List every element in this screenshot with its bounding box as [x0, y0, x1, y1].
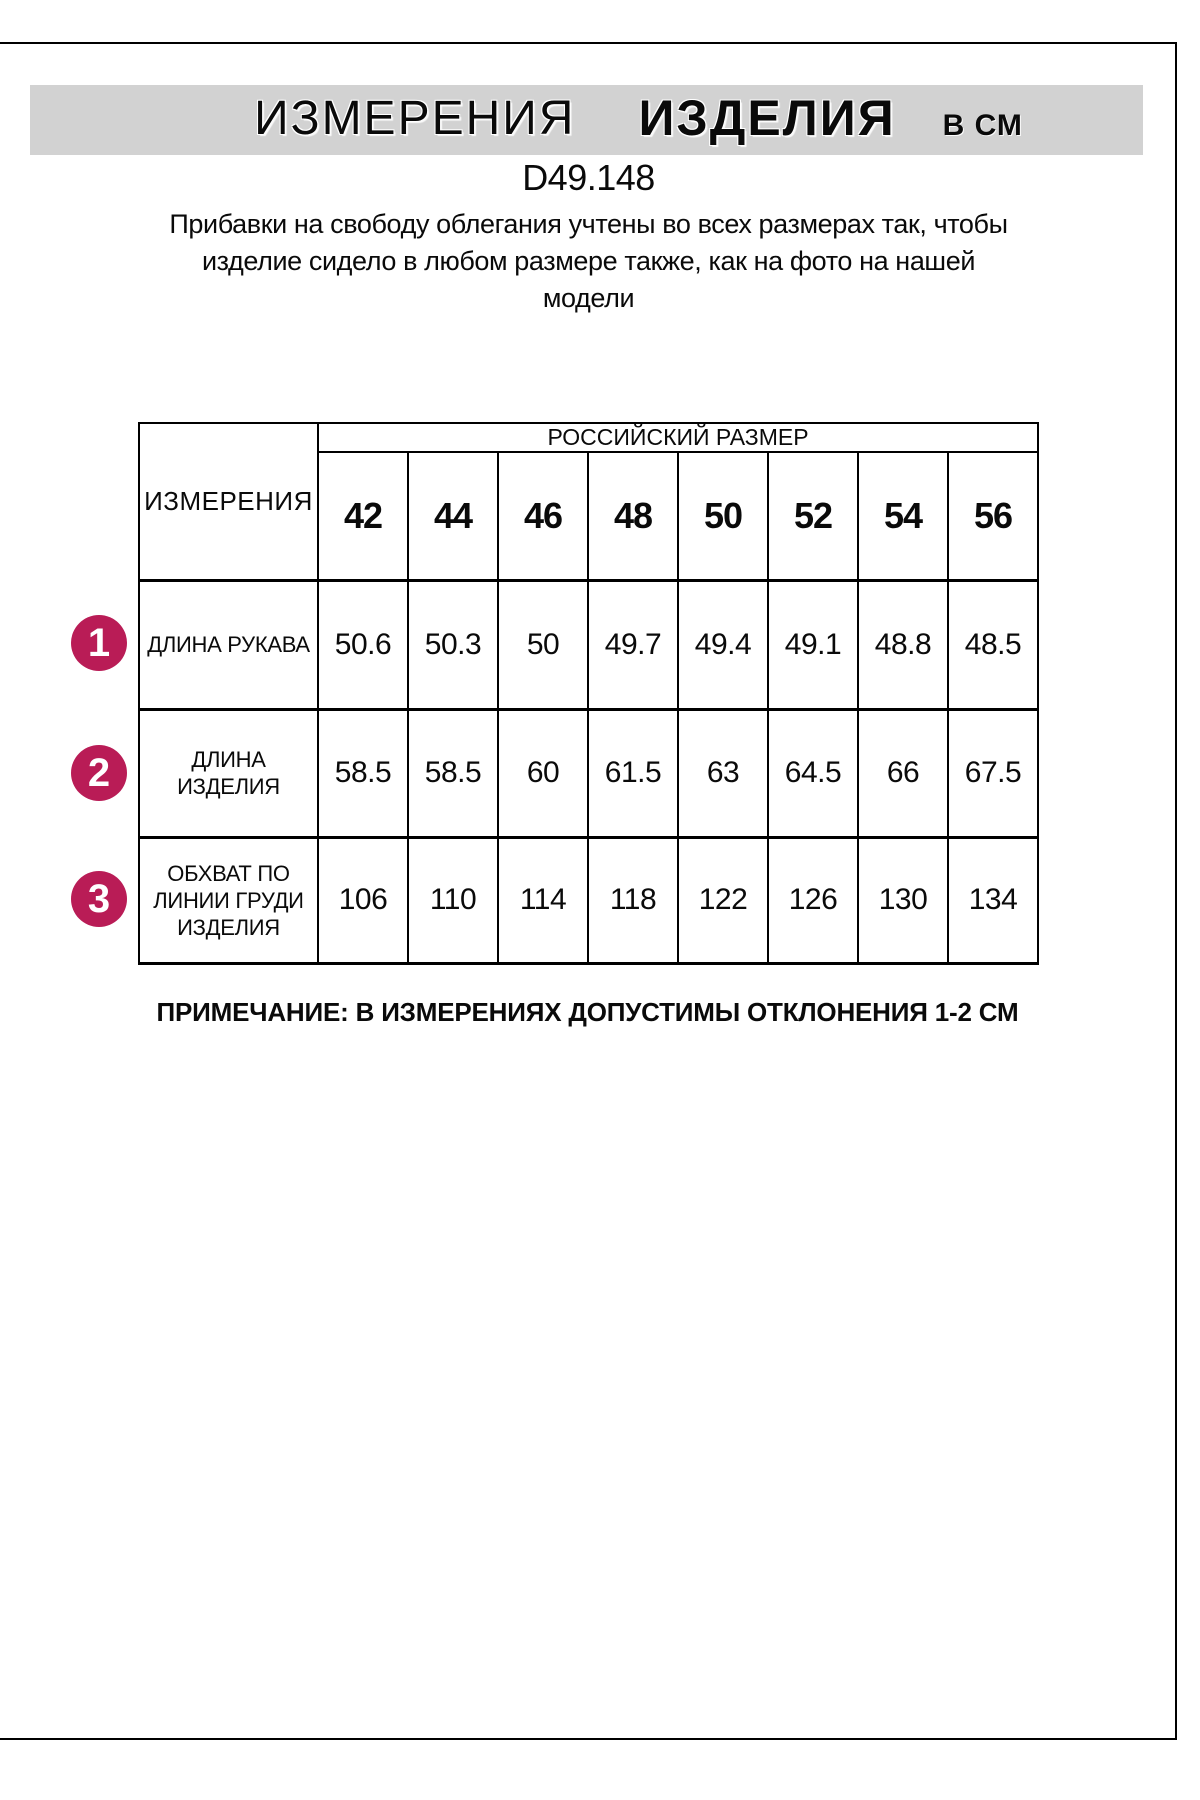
- table-row-sleeve-length: ДЛИНА РУКАВА 50.6 50.3 50 49.7 49.4 49.1…: [138, 580, 1039, 711]
- size-col-50: 50: [677, 452, 769, 582]
- cell-value: 48.8: [857, 580, 949, 711]
- cell-value: 66: [857, 709, 949, 839]
- size-header-row: 42 44 46 48 50 52 54 56: [139, 452, 1039, 582]
- cell-value: 122: [677, 837, 769, 963]
- row-label-line: ДЛИНА РУКАВА: [147, 632, 310, 657]
- size-col-48: 48: [587, 452, 679, 582]
- row-label-chest-girth: ОБХВАТ ПО ЛИНИИ ГРУДИ ИЗДЕЛИЯ: [138, 837, 319, 963]
- size-col-44: 44: [407, 452, 499, 582]
- cell-value: 50.6: [317, 580, 409, 711]
- row-marker-1: 1: [71, 615, 127, 671]
- page-border-frame: [0, 42, 1177, 1740]
- cell-value: 110: [407, 837, 499, 963]
- fit-description: Прибавки на свободу облегания учтены во …: [0, 206, 1177, 317]
- row-marker-2: 2: [71, 745, 127, 801]
- fit-description-line-1: Прибавки на свободу облегания учтены во …: [169, 209, 1008, 239]
- fit-description-line-3: модели: [542, 283, 635, 313]
- size-col-54: 54: [857, 452, 949, 582]
- cell-value: 58.5: [317, 709, 409, 839]
- row-label-line: ДЛИНА: [191, 747, 266, 772]
- cell-value: 114: [497, 837, 589, 963]
- cell-value: 61.5: [587, 709, 679, 839]
- cell-value: 118: [587, 837, 679, 963]
- row-label-line: ЛИНИИ ГРУДИ: [153, 887, 304, 913]
- row-label-sleeve-length: ДЛИНА РУКАВА: [138, 580, 319, 711]
- row-label-line: ОБХВАТ ПО: [167, 860, 290, 886]
- cell-value: 67.5: [947, 709, 1039, 839]
- row-label-line: ИЗДЕЛИЯ: [177, 914, 280, 940]
- banner-unit-label: В СМ: [942, 109, 1023, 142]
- row-label-item-length: ДЛИНА ИЗДЕЛИЯ: [138, 709, 319, 839]
- table-row-item-length: ДЛИНА ИЗДЕЛИЯ 58.5 58.5 60 61.5 63 64.5 …: [138, 709, 1039, 839]
- banner-title-product: ИЗДЕЛИЯ: [638, 90, 896, 146]
- size-col-46: 46: [497, 452, 589, 582]
- cell-value: 60: [497, 709, 589, 839]
- row-marker-3: 3: [71, 871, 127, 927]
- cell-value: 49.4: [677, 580, 769, 711]
- model-code: D49.148: [522, 157, 655, 198]
- row-label-line: ИЗДЕЛИЯ: [177, 774, 280, 799]
- size-col-52: 52: [767, 452, 859, 582]
- size-col-56: 56: [947, 452, 1039, 582]
- tolerance-note: ПРИМЕЧАНИЕ: В ИЗМЕРЕНИЯХ ДОПУСТИМЫ ОТКЛО…: [156, 997, 1019, 1027]
- cell-value: 58.5: [407, 709, 499, 839]
- cell-value: 134: [947, 837, 1039, 963]
- cell-value: 64.5: [767, 709, 859, 839]
- cell-value: 130: [857, 837, 949, 963]
- table-row-chest-girth: ОБХВАТ ПО ЛИНИИ ГРУДИ ИЗДЕЛИЯ 106 110 11…: [138, 837, 1039, 963]
- cell-value: 50.3: [407, 580, 499, 711]
- cell-value: 126: [767, 837, 859, 963]
- header-banner: ИЗМЕРЕНИЯ ИЗДЕЛИЯ В СМ: [30, 85, 1143, 155]
- cell-value: 49.7: [587, 580, 679, 711]
- size-table: ИЗМЕРЕНИЯ РОССИЙСКИЙ РАЗМЕР 42 44 46 48 …: [138, 422, 1039, 965]
- cell-value: 48.5: [947, 580, 1039, 711]
- table-corner-header: ИЗМЕРЕНИЯ: [138, 423, 319, 582]
- cell-value: 49.1: [767, 580, 859, 711]
- cell-value: 106: [317, 837, 409, 963]
- fit-description-line-2: изделие сидело в любом размере также, ка…: [201, 246, 975, 276]
- cell-value: 63: [677, 709, 769, 839]
- size-col-42: 42: [317, 452, 409, 582]
- banner-title-measurements: ИЗМЕРЕНИЯ: [254, 92, 576, 145]
- table-group-header: РОССИЙСКИЙ РАЗМЕР: [317, 423, 1039, 453]
- cell-value: 50: [497, 580, 589, 711]
